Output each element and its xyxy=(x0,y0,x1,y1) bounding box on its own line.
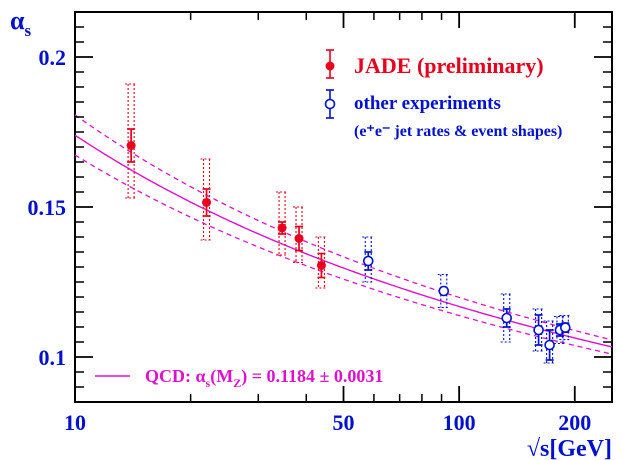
data-points xyxy=(125,83,572,364)
data-point xyxy=(200,158,213,241)
point-marker xyxy=(533,324,544,336)
fit-label-sub: s xyxy=(206,376,211,390)
fit-upper-curve xyxy=(74,114,613,341)
y-tick-label: 0.15 xyxy=(28,195,67,220)
data-point xyxy=(437,273,450,309)
point-marker xyxy=(438,285,450,297)
y-axis-title-main: α xyxy=(10,6,25,35)
point-marker xyxy=(544,339,555,351)
point-marker xyxy=(362,255,374,267)
fit-lower-curve xyxy=(74,154,613,355)
x-axis-title: √s[GeV] xyxy=(527,436,612,460)
point-marker xyxy=(202,198,212,207)
data-point xyxy=(532,308,545,352)
legend-other-marker xyxy=(324,89,336,119)
qcd-fit-band xyxy=(74,114,613,355)
x-tick-label: 50 xyxy=(333,410,355,435)
data-point xyxy=(276,191,289,256)
y-axis-title-sub: s xyxy=(25,21,32,40)
x-tick-label: 10 xyxy=(64,410,86,435)
y-tick-label: 0.2 xyxy=(39,45,67,70)
y-tick-label: 0.1 xyxy=(39,345,67,370)
data-point xyxy=(293,206,306,264)
data-point xyxy=(543,320,556,364)
data-point xyxy=(315,236,328,289)
legend-jade-marker xyxy=(325,49,335,79)
legend-jade-label: JADE (preliminary) xyxy=(354,53,544,78)
fit-label-sub2: Z xyxy=(233,376,241,390)
other-experiments-series xyxy=(362,236,572,364)
data-point xyxy=(125,83,138,199)
point-marker xyxy=(501,312,513,324)
legend-fit-label: QCD: αs(MZ) = 0.1184 ± 0.0031 xyxy=(145,366,383,390)
axes: 10 50 100 200 0.1 0.15 0.2 xyxy=(28,11,612,435)
fit-label-mid: (M xyxy=(210,366,233,387)
point-marker xyxy=(277,223,287,233)
legend-other-label: other experiments xyxy=(354,93,501,114)
x-tick-label: 100 xyxy=(443,410,476,435)
data-point xyxy=(500,293,513,343)
jade-series xyxy=(125,83,328,289)
data-point xyxy=(362,236,375,283)
x-tick-label: 200 xyxy=(558,410,591,435)
data-point xyxy=(559,315,572,341)
point-marker xyxy=(294,234,304,243)
legend: JADE (preliminary) other experiments (e⁺… xyxy=(95,49,562,390)
fit-label-prefix: QCD: α xyxy=(145,366,206,386)
point-marker xyxy=(316,261,326,270)
fit-label-suffix: ) = 0.1184 ± 0.0031 xyxy=(241,366,383,387)
point-marker xyxy=(126,141,136,150)
legend-other-note: (e⁺e⁻ jet rates & event shapes) xyxy=(354,123,562,140)
fit-central-curve xyxy=(74,134,613,348)
y-axis-title: αs xyxy=(10,6,32,40)
point-marker xyxy=(560,322,571,333)
